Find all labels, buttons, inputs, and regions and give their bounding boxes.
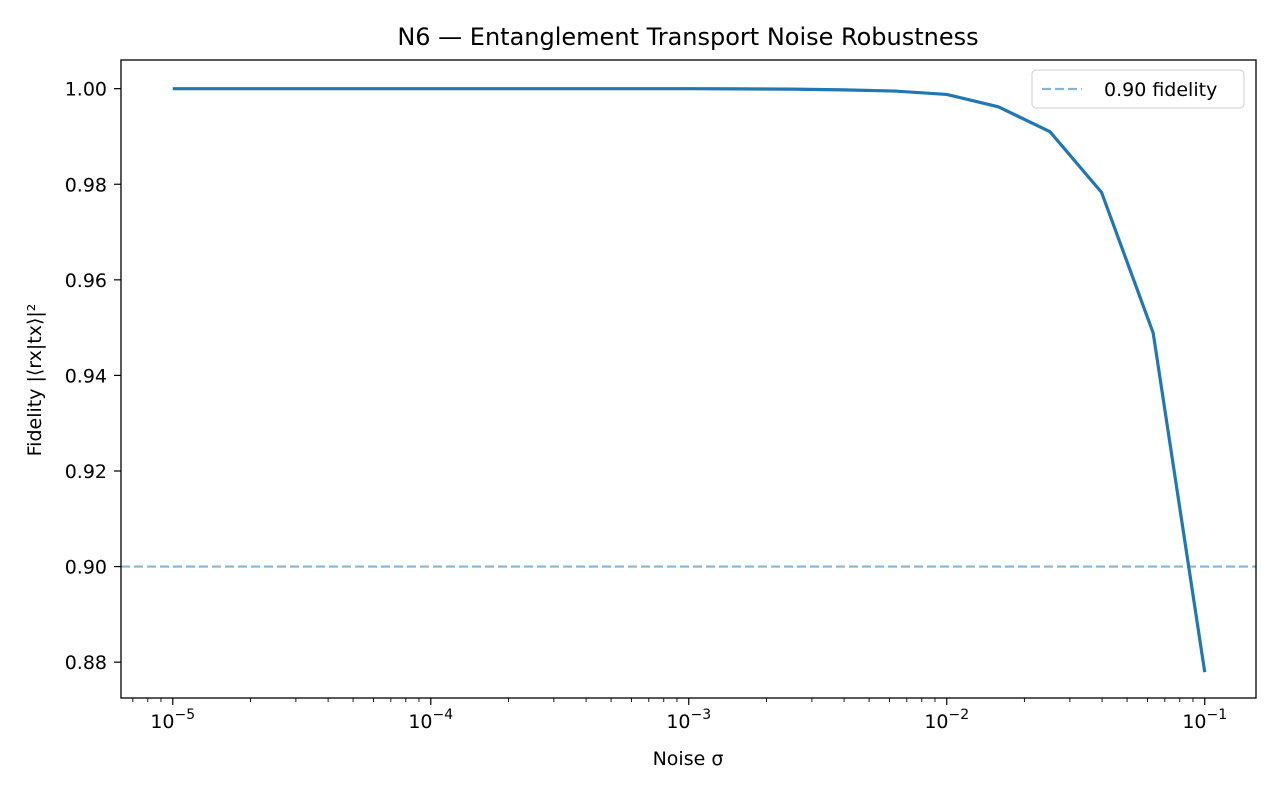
y-axis-label: Fidelity |⟨rx|tx⟩|²: [24, 304, 46, 457]
x-axis-label: Noise σ: [653, 748, 724, 770]
x-tick-label: 10−3: [666, 707, 711, 733]
y-tick-label: 0.96: [65, 270, 107, 292]
x-tick-label: 10−5: [150, 707, 195, 733]
x-axis: 10−5 10−4 10−3 10−2 10−1: [132, 698, 1227, 733]
legend-label: 0.90 fidelity: [1104, 79, 1217, 101]
plot-area: [120, 59, 1257, 699]
y-tick-label: 0.98: [65, 174, 107, 196]
y-tick-label: 1.00: [65, 79, 107, 101]
y-tick-label: 0.92: [65, 461, 107, 483]
x-tick-label: 10−4: [408, 707, 453, 733]
y-axis: 0.88 0.90 0.92 0.94 0.96 0.98 1.00: [65, 79, 121, 674]
x-tick-label: 10−2: [924, 707, 969, 733]
y-tick-label: 0.94: [65, 365, 107, 387]
plot-frame: [120, 59, 1257, 699]
y-tick-label: 0.90: [65, 557, 107, 579]
legend-box: [1031, 69, 1245, 109]
legend: 0.90 fidelity: [1031, 69, 1245, 109]
fidelity-series-line: [172, 87, 1207, 673]
chart-title: N6 — Entanglement Transport Noise Robust…: [397, 23, 978, 51]
y-tick-label: 0.88: [65, 652, 107, 674]
x-tick-label: 10−1: [1182, 707, 1227, 733]
